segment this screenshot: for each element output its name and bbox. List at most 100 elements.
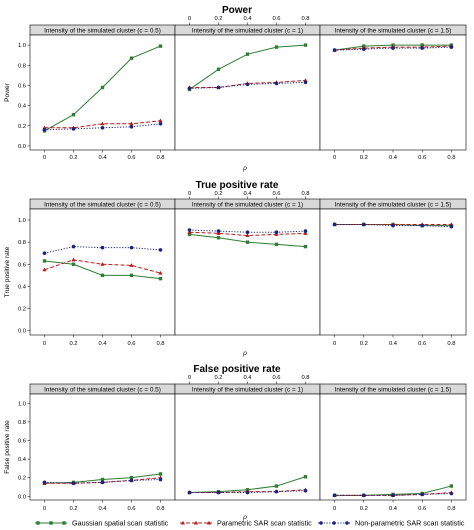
data-point [129,478,134,483]
x-tick-label: 0.2 [69,155,77,161]
data-point [362,493,366,498]
data-point [332,222,337,227]
panel-strip-label: Intensity of the simulated cluster (c = … [192,201,303,208]
panel-1: Intensity of the simulated cluster (c = … [29,24,176,161]
x-tick-label: 0.2 [360,506,368,512]
panel-strip-label: Intensity of the simulated cluster (c = … [44,201,161,208]
data-point [362,222,366,227]
series-line [189,489,306,494]
data-point [129,475,134,480]
x-tick-label: 0.8 [447,341,455,347]
y-tick-label: 0.2 [18,476,26,482]
y-tick-label: 0.8 [18,420,26,426]
data-point [420,46,425,50]
data-point [216,490,221,495]
panel-3: Intensity of the simulated cluster (c = … [319,198,467,347]
data-point [391,46,395,50]
x-tick-label: 0.6 [272,191,280,197]
x-tick-label: 0.4 [98,506,107,512]
data-point [216,85,221,90]
chart-block-2: True positive rate Intensity of the simul… [4,180,467,357]
series-line [189,231,306,237]
data-point [245,490,250,495]
data-point [100,245,105,250]
y-tick-label: 1.0 [18,43,26,49]
data-point [449,491,454,496]
x-tick-label: 0.2 [69,506,77,512]
series-circle [332,491,454,498]
data-point [216,67,221,71]
x-tick-label: 0.4 [98,341,107,347]
panel-strip-label: Intensity of the simulated cluster (c = … [44,27,161,34]
data-point [71,112,76,117]
x-tick-label: 0.8 [301,16,309,22]
data-point [158,477,163,482]
data-point [216,236,221,240]
data-point [449,45,454,49]
series-triangle [187,230,308,238]
x-tick-label: 0 [333,155,336,161]
data-point [245,82,250,87]
y-tick-label: 0.4 [18,104,27,110]
x-tick-label: 0.2 [360,341,368,347]
panel-strip-label: Intensity of the simulated cluster (c = … [192,386,303,393]
y-tick-label: 0.6 [18,83,26,89]
x-tick-label: 0.8 [447,155,455,161]
x-tick-label: 0 [333,506,336,512]
data-point [449,484,454,488]
panel-strip-label: Intensity of the simulated cluster (c = … [335,27,452,34]
legend-marker [319,521,323,525]
data-point [245,230,250,235]
chart-block-1: Power Intensity of the simulated cluster … [4,5,467,172]
data-point [42,251,47,256]
data-point [42,259,47,263]
x-tick-label: 0.4 [243,375,252,381]
y-axis-label: Power [4,82,11,101]
series-line [334,492,452,496]
data-point [129,273,134,278]
y-tick-label: 0.0 [18,494,26,500]
data-point [449,222,454,226]
y-tick-label: 0.4 [18,284,27,290]
y-tick-label: 0.0 [18,329,26,335]
panel-1: Intensity of the simulated cluster (c = … [29,198,176,347]
series-line [334,45,452,51]
x-tick-label: 0.2 [214,191,222,197]
x-tick-label: 0.8 [301,375,309,381]
series-circle [42,477,163,486]
x-axis-label: ρ [242,514,247,521]
panel-strip-label: Intensity of the simulated cluster (c = … [335,201,452,208]
panel-2: Intensity of the simulated cluster (c = … [174,16,321,151]
legend-item: Parametric SAR scan statistic [180,519,312,528]
data-point [274,484,279,488]
x-tick-label: 0.2 [360,155,368,161]
data-point [303,244,308,249]
legend-marker [180,520,186,525]
data-point [420,492,425,497]
data-point [158,118,163,123]
x-tick-label: 0.6 [418,341,426,347]
panel-plot-area [29,34,176,151]
data-point [245,52,250,56]
x-tick-label: 0.4 [243,16,252,22]
data-point [303,229,308,233]
legend-marker [49,521,53,525]
data-point [332,493,337,498]
x-tick-label: 0.6 [418,155,426,161]
y-tick-label: 0.4 [18,457,27,463]
y-tick-label: 0.0 [18,144,26,150]
data-point [100,273,105,278]
series-line [44,120,161,129]
data-point [129,124,134,129]
series-line [44,246,161,254]
x-tick-label: 0.6 [127,506,135,512]
x-tick-label: 0.6 [272,16,280,22]
legend-marker [36,521,40,525]
legend-marker [62,521,66,525]
panel-strip-label: Intensity of the simulated cluster (c = … [192,27,303,34]
data-point [187,86,192,91]
y-tick-label: 0.2 [18,306,26,312]
x-tick-label: 0 [333,341,336,347]
x-tick-label: 0.8 [447,506,455,512]
series-triangle [42,257,163,275]
